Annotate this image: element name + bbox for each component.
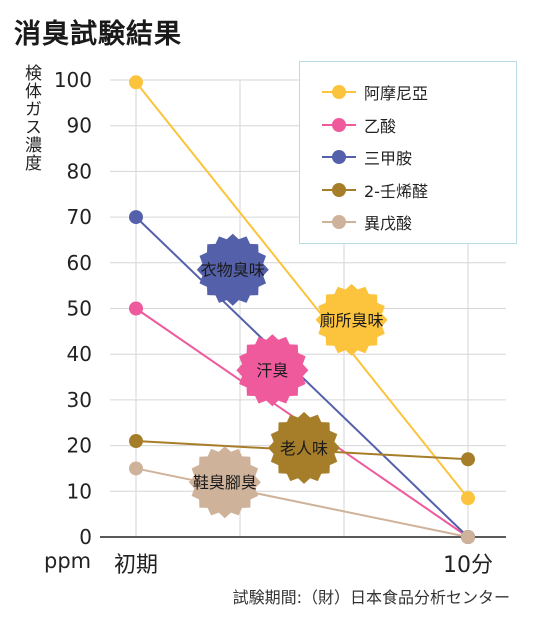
data-point (129, 461, 143, 476)
y-tick-label: 100 (54, 68, 92, 92)
y-tick-label: 0 (79, 525, 92, 549)
y-tick-label: 50 (67, 297, 92, 321)
data-point (129, 75, 143, 90)
y-tick-label: 90 (67, 114, 92, 138)
legend-swatch (322, 117, 356, 132)
chart-legend: 阿摩尼亞乙酸三甲胺 2-壬烯醛異戊酸 (299, 61, 517, 244)
y-tick-label: 20 (67, 434, 92, 458)
y-tick-label: 30 (67, 388, 92, 412)
y-tick-label: 80 (67, 159, 92, 183)
annotation-label: 老人味 (280, 439, 328, 458)
footnote: 試験期間:（財）日本食品分析センター (232, 588, 510, 607)
data-point (129, 434, 143, 449)
y-tick-label: 40 (67, 342, 92, 366)
data-point (129, 301, 143, 316)
legend-label: 阿摩尼亞 (364, 84, 429, 104)
annotation-burst (236, 334, 309, 407)
legend-label: 異戊酸 (364, 214, 413, 234)
legend-label: 2-壬烯醛 (364, 181, 428, 201)
y-tick-label: 70 (67, 205, 92, 229)
legend-swatch (322, 85, 356, 100)
y-axis-label: 検体ガス濃度 (21, 64, 41, 172)
y-axis-unit: ppm (44, 549, 92, 573)
annotation-label: 汗臭 (256, 361, 288, 380)
legend-item: 三甲胺 (322, 141, 516, 174)
annotation-burst (188, 446, 261, 519)
legend-label: 三甲胺 (364, 149, 413, 169)
x-tick-label: 10分 (443, 553, 493, 578)
legend-swatch (322, 150, 356, 165)
annotation-label: 鞋臭腳臭 (193, 473, 257, 492)
data-point (461, 452, 475, 467)
legend-item: 乙酸 (322, 109, 516, 142)
chart-title: 消臭試験結果 (14, 19, 182, 50)
data-point (461, 530, 475, 544)
legend-label: 乙酸 (364, 116, 397, 136)
annotation-label: 廁所臭味 (320, 311, 384, 330)
annotation-label: 衣物臭味 (201, 261, 265, 280)
legend-swatch (322, 215, 356, 230)
annotation-burst (268, 411, 340, 484)
series-line (135, 81, 469, 499)
y-tick-label: 10 (67, 479, 92, 503)
legend-item: 異戊酸 (322, 206, 516, 239)
data-point (461, 491, 475, 506)
x-tick-label: 初期 (114, 553, 158, 578)
annotation-burst (196, 233, 269, 306)
data-point (129, 210, 143, 225)
legend-item: 阿摩尼亞 (322, 76, 516, 109)
legend-item: 2-壬烯醛 (322, 174, 516, 207)
y-tick-label: 60 (67, 251, 92, 275)
annotation-burst (315, 283, 388, 356)
legend-swatch (322, 182, 356, 197)
